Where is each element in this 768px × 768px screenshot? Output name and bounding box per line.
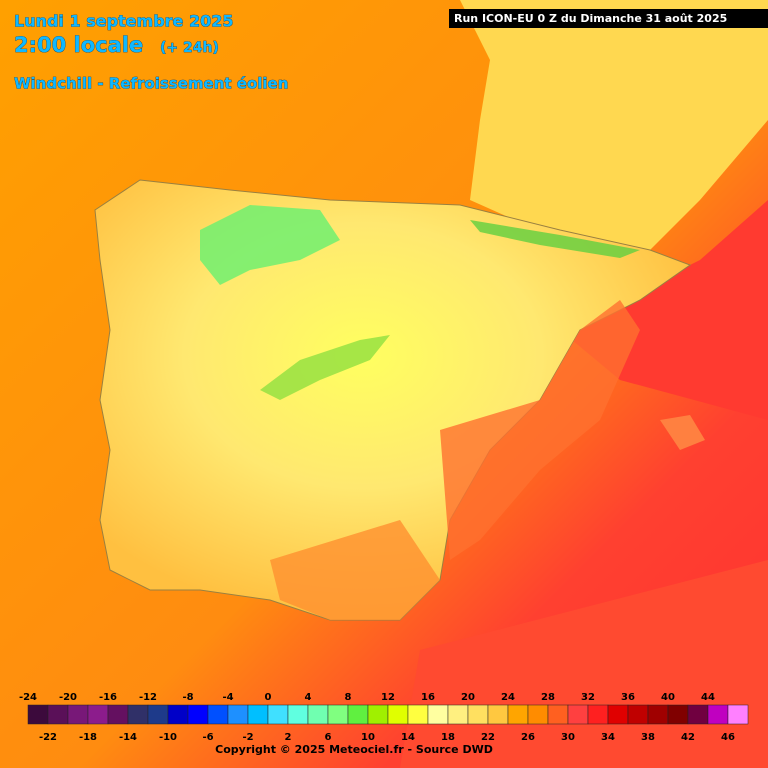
legend-label: -12 [139,692,157,703]
legend-label: 26 [521,732,535,743]
cantabrian-green [200,205,340,285]
legend-swatch [27,704,49,725]
legend-label: 12 [381,692,395,703]
legend-label: 18 [441,732,455,743]
legend-swatch [247,704,269,725]
legend-swatch [447,704,469,725]
parameter-label: Windchill - Refroissement éolien [14,75,288,93]
legend-swatch [287,704,309,725]
legend-swatch [687,704,709,725]
legend-label: 16 [421,692,435,703]
legend-label: 22 [481,732,495,743]
legend-swatch [67,704,89,725]
mallorca-island [660,415,705,450]
legend-label: -6 [202,732,213,743]
legend-label: 8 [345,692,352,703]
legend-swatch [627,704,649,725]
legend-label: -18 [79,732,97,743]
date-label: Lundi 1 septembre 2025 [14,12,233,31]
legend-swatch [527,704,549,725]
legend-swatch [107,704,129,725]
legend-swatch [487,704,509,725]
legend-label: 42 [681,732,695,743]
central-range-green [260,335,390,400]
legend-swatch [507,704,529,725]
legend-label: 44 [701,692,715,703]
south-coast-warm [270,520,440,620]
legend-swatch [427,704,449,725]
offset-label: (+ 24h) [160,40,219,56]
legend-label: -16 [99,692,117,703]
pyrenees-green [470,220,640,258]
legend-swatch [587,704,609,725]
legend-swatch [367,704,389,725]
legend-swatch [647,704,669,725]
legend-swatch [47,704,69,725]
legend-swatch [707,704,729,725]
legend-label: 2 [285,732,292,743]
legend-label: -10 [159,732,177,743]
legend-label: -14 [119,732,137,743]
legend-label: 6 [325,732,332,743]
legend-label: 14 [401,732,415,743]
france-land [460,0,768,250]
legend-label: -8 [182,692,193,703]
legend-label: -22 [39,732,57,743]
legend-swatch [127,704,149,725]
legend: -24-22-20-18-16-14-12-10-8-6-4-202468101… [19,692,749,743]
legend-label: 10 [361,732,375,743]
legend-swatch [167,704,189,725]
legend-label: -2 [242,732,253,743]
legend-swatch [467,704,489,725]
legend-swatch [267,704,289,725]
legend-swatch [147,704,169,725]
legend-label: 30 [561,732,575,743]
legend-label: 34 [601,732,615,743]
legend-swatch [727,704,749,725]
legend-swatch [347,704,369,725]
legend-swatch [87,704,109,725]
legend-label: 20 [461,692,475,703]
legend-label: 4 [305,692,312,703]
legend-label: 40 [661,692,675,703]
legend-swatch [407,704,429,725]
legend-label: 36 [621,692,635,703]
legend-label: 0 [265,692,272,703]
legend-swatch [567,704,589,725]
time-label: 2:00 locale [14,33,143,57]
copyright: Copyright © 2025 Meteociel.fr - Source D… [215,743,493,756]
legend-swatch [547,704,569,725]
legend-label: 46 [721,732,735,743]
legend-label: 32 [581,692,595,703]
legend-swatch [307,704,329,725]
run-label: Run ICON-EU 0 Z du Dimanche 31 août 2025 [454,12,727,25]
legend-swatch [207,704,229,725]
legend-swatch [187,704,209,725]
legend-label: -4 [222,692,233,703]
legend-label: 38 [641,732,655,743]
legend-label: 28 [541,692,555,703]
legend-swatch [227,704,249,725]
legend-swatch [667,704,689,725]
legend-swatch [327,704,349,725]
legend-label: -24 [19,692,37,703]
legend-label: -20 [59,692,77,703]
east-coast-warm [440,300,640,560]
legend-label: 24 [501,692,515,703]
run-box [449,9,768,28]
legend-swatch [387,704,409,725]
legend-swatch [607,704,629,725]
